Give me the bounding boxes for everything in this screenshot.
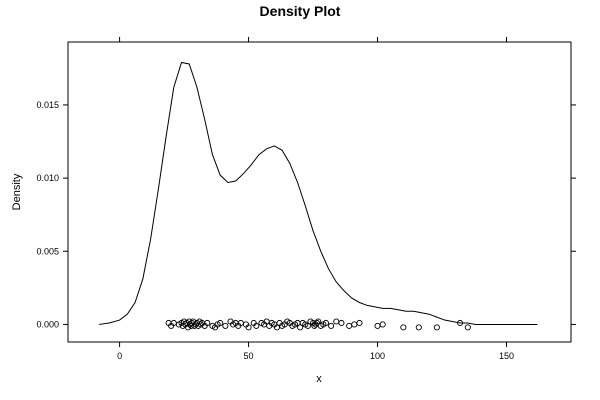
data-point: [433, 324, 440, 331]
data-point: [374, 322, 381, 329]
data-point: [222, 322, 229, 329]
y-tick-label: 0.005: [36, 246, 59, 256]
axis-tick-labels: 0 50 100 150 0.000 0.005 0.010 0.015: [36, 100, 514, 361]
x-tick-label: 150: [499, 351, 514, 361]
data-point: [338, 319, 345, 327]
data-point: [217, 319, 224, 327]
data-point: [304, 322, 311, 329]
axis-ticks: [63, 37, 576, 347]
data-point: [315, 318, 322, 325]
x-axis-label: x: [316, 373, 322, 385]
chart-marks: [98, 61, 538, 331]
data-point: [400, 324, 407, 331]
y-tick-label: 0.000: [36, 319, 59, 329]
data-point: [322, 319, 330, 327]
data-point: [245, 324, 252, 331]
data-point: [351, 321, 358, 328]
data-point: [297, 324, 304, 331]
density-line: [98, 61, 538, 325]
plot-frame: [67, 41, 572, 343]
y-tick-label: 0.010: [36, 173, 59, 183]
x-tick-label: 0: [117, 351, 122, 361]
data-point: [328, 322, 335, 329]
y-axis-label: Density: [11, 173, 23, 210]
y-tick-label: 0.015: [36, 100, 59, 110]
data-point: [379, 321, 386, 328]
data-point: [346, 322, 353, 329]
data-point: [197, 321, 204, 328]
x-tick-label: 50: [244, 351, 254, 361]
data-point: [464, 324, 471, 331]
x-tick-label: 100: [370, 351, 385, 361]
data-point: [415, 324, 422, 331]
data-point: [333, 318, 340, 325]
chart-title: Density Plot: [260, 3, 341, 19]
data-point: [313, 319, 320, 327]
data-point: [457, 319, 464, 327]
data-point: [356, 319, 363, 327]
data-point: [253, 322, 260, 329]
data-point: [204, 319, 211, 327]
